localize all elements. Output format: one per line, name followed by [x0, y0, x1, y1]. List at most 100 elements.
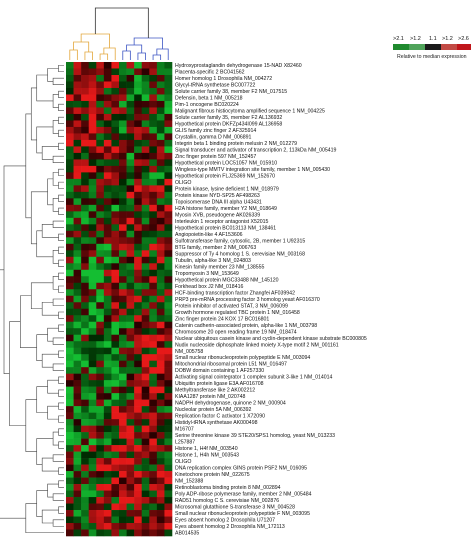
row-label: NM_152388	[175, 479, 203, 485]
heatmap-cell	[164, 360, 173, 368]
heatmap-cell	[126, 87, 135, 95]
heatmap-cell	[111, 133, 120, 141]
heatmap-cell	[141, 178, 150, 186]
heatmap-cell	[126, 263, 135, 271]
heatmap-cell	[103, 120, 112, 128]
heatmap-cell	[134, 172, 143, 180]
heatmap-cell	[96, 276, 105, 284]
row-label: Hypothetical protein MGC33488 NM_145120	[175, 277, 279, 283]
heatmap-cell	[103, 497, 112, 504]
heatmap-cell	[134, 269, 143, 277]
heatmap-cell	[66, 380, 74, 387]
heatmap-cell	[149, 490, 158, 498]
heatmap-cell	[134, 224, 143, 232]
heatmap-cell	[103, 412, 112, 420]
heatmap-cell	[134, 256, 143, 264]
heatmap-cell	[156, 152, 165, 160]
heatmap-cell	[111, 159, 120, 167]
heatmap-cell	[103, 191, 112, 199]
row-label: NADPH dehydrogenase, quinone 2 NM_000904	[175, 401, 286, 407]
heatmap-cell	[88, 224, 97, 232]
heatmap-cell	[156, 510, 165, 517]
heatmap-cell	[96, 256, 105, 264]
heatmap-cell	[126, 159, 135, 167]
heatmap-cell	[103, 94, 112, 102]
heatmap-cell	[103, 172, 112, 180]
heatmap-cell	[126, 243, 135, 251]
heatmap-cell	[66, 438, 74, 446]
heatmap-cell	[141, 510, 150, 517]
heatmap-cell	[134, 438, 143, 446]
heatmap-cell	[81, 87, 90, 95]
heatmap-cell	[119, 139, 127, 147]
heatmap-cell	[119, 529, 127, 537]
heatmap-cell	[96, 159, 105, 167]
heatmap-cell	[81, 159, 90, 167]
heatmap-cell	[149, 432, 158, 439]
heatmap-cell	[103, 321, 112, 329]
heatmap-cell	[149, 152, 158, 160]
heatmap-cell	[103, 107, 112, 115]
heatmap-cell	[119, 276, 127, 284]
heatmap-cell	[126, 204, 135, 212]
heatmap-cell	[88, 100, 97, 108]
heatmap-cell	[149, 510, 158, 517]
heatmap-cell	[66, 159, 74, 167]
heatmap-cell	[156, 126, 165, 134]
heatmap-cell	[103, 204, 112, 212]
heatmap-cell	[81, 484, 90, 491]
heatmap-cell	[134, 94, 143, 102]
heatmap-cell	[141, 386, 150, 394]
heatmap-cell	[141, 250, 150, 258]
heatmap-cell	[73, 451, 82, 459]
heatmap-cell	[96, 263, 105, 271]
heatmap-cell	[164, 185, 173, 193]
heatmap-cell	[156, 191, 165, 199]
heatmap-cell	[88, 477, 97, 485]
heatmap-cell	[111, 172, 120, 180]
heatmap-cell	[88, 445, 97, 452]
heatmap-cell	[88, 81, 97, 89]
row-dendrogram-link	[52, 198, 59, 212]
heatmap-cell	[81, 62, 90, 69]
heatmap-cell	[66, 276, 74, 284]
heatmap-cell	[96, 146, 105, 154]
heatmap-cell	[111, 87, 120, 95]
heatmap-cell	[66, 191, 74, 199]
heatmap-cell	[134, 308, 143, 316]
heatmap-cell	[156, 250, 165, 258]
heatmap-cell	[149, 412, 158, 420]
heatmap-cell	[164, 224, 173, 232]
row-dendrogram-link	[58, 142, 64, 150]
heatmap-cell	[66, 250, 74, 258]
heatmap-cell	[111, 367, 120, 374]
heatmap-cell	[119, 87, 127, 95]
heatmap-cell	[96, 380, 105, 387]
heatmap-cell	[119, 503, 127, 511]
heatmap-cell	[88, 172, 97, 180]
heatmap-cell	[103, 237, 112, 245]
heatmap-cell	[103, 503, 112, 511]
heatmap-cell	[126, 523, 135, 530]
heatmap-cell	[88, 412, 97, 420]
heatmap-cell	[66, 386, 74, 394]
row-label: Protein kinase, lysine deficient 1 NM_01…	[175, 186, 279, 192]
heatmap-cell	[66, 458, 74, 465]
heatmap-cell	[88, 490, 97, 498]
heatmap-cell	[88, 302, 97, 310]
heatmap-cell	[164, 217, 173, 225]
heatmap-cell	[126, 81, 135, 89]
heatmap-cell	[156, 81, 165, 89]
heatmap-cell	[73, 510, 82, 517]
heatmap-cell	[149, 107, 158, 115]
heatmap-cell	[103, 269, 112, 277]
row-label: H2A histone family, member Y2 NM_018649	[175, 206, 277, 212]
heatmap-cell	[134, 217, 143, 225]
heatmap-cell	[149, 217, 158, 225]
heatmap-cell	[134, 503, 143, 511]
heatmap-cell	[134, 451, 143, 459]
heatmap-cell	[81, 250, 90, 258]
row-dendrogram	[0, 64, 64, 534]
heatmap-cell	[103, 354, 112, 361]
row-dendrogram-link	[52, 77, 64, 86]
